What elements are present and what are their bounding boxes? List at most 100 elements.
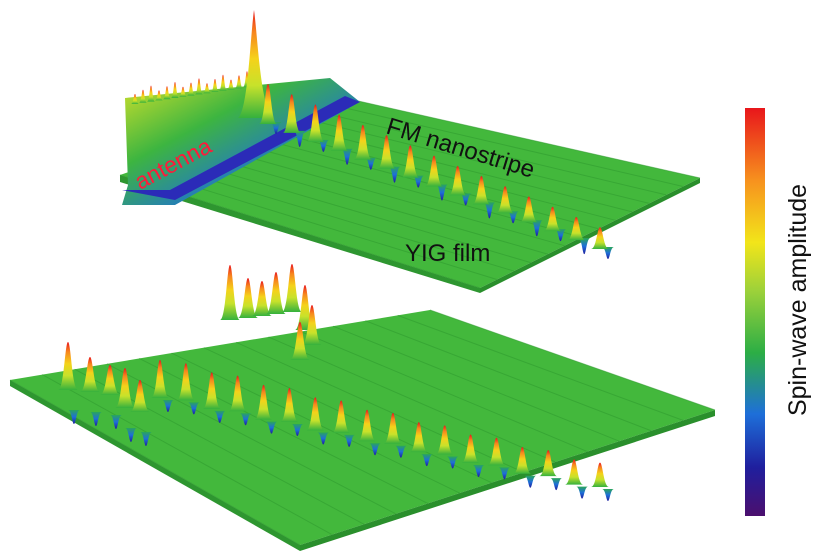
train-peak	[151, 360, 169, 398]
train-peak	[591, 462, 609, 487]
nanostripe-trough	[293, 130, 306, 147]
cluster-peak	[302, 305, 322, 345]
nanostripe-peak	[353, 124, 372, 160]
ripple-line	[268, 336, 556, 463]
train-trough	[239, 413, 252, 426]
nanostripe-peak	[591, 227, 609, 249]
train-trough	[550, 478, 563, 491]
ripple-line	[42, 374, 333, 536]
ripple-line	[235, 341, 524, 473]
nanostripe-peaks-bottom	[58, 264, 614, 501]
cluster-peak	[266, 272, 286, 314]
nanostripe-trough	[412, 175, 425, 188]
train-trough	[291, 424, 304, 437]
colorbar: Spin-wave amplitude	[745, 108, 812, 516]
antenna-ripple-peak	[131, 94, 139, 104]
antenna-ripple-peak	[227, 79, 235, 90]
edge-trough	[68, 410, 80, 424]
train-peak	[409, 422, 428, 453]
train-trough	[265, 421, 278, 434]
antenna-ripple-peak	[235, 75, 243, 89]
antenna-ripple-peak	[171, 82, 179, 98]
ripple-line	[292, 115, 650, 204]
ripple-line	[206, 144, 565, 247]
train-trough	[394, 445, 407, 458]
nanostripe-trough	[436, 184, 448, 201]
train-trough	[602, 489, 614, 501]
train-trough	[420, 454, 433, 467]
ripple-line	[332, 325, 620, 442]
cluster-peak	[220, 265, 240, 320]
train-trough	[343, 434, 356, 447]
ripple-line	[9, 379, 301, 546]
colorbar-gradient	[745, 108, 765, 516]
train-peak	[332, 400, 351, 433]
cluster-peak	[238, 278, 258, 318]
train-trough	[317, 432, 330, 445]
nanostripe-trough	[507, 211, 520, 224]
nanostripe-peak	[543, 206, 562, 232]
nanostripe-peak	[425, 155, 443, 187]
train-trough	[369, 443, 382, 456]
nanostripe-trough	[602, 247, 614, 259]
ripple-line	[203, 347, 492, 484]
nanostripe-peak	[282, 94, 301, 133]
antenna-ripple-peak	[155, 90, 163, 101]
antenna-ripple-peak	[203, 83, 211, 94]
edge-peak	[58, 342, 78, 390]
train-peak	[176, 363, 195, 401]
antenna-ripple-peak	[147, 85, 155, 102]
train-trough	[576, 486, 589, 499]
train-peak	[539, 450, 558, 477]
top-panel: antenna FM nanostripe YIG film	[119, 10, 701, 293]
ripple-line	[300, 331, 588, 452]
train-trough	[213, 410, 226, 423]
nanostripe-trough	[317, 139, 330, 152]
train-peak	[202, 372, 221, 409]
nanostripe-peak	[259, 84, 277, 124]
train-trough	[472, 464, 485, 477]
nanostripe-trough	[483, 202, 496, 219]
antenna-ridge	[122, 78, 360, 205]
antenna-ripple-peak	[139, 89, 147, 103]
edge-peak	[80, 357, 100, 392]
antenna-ripple-peak	[187, 82, 195, 96]
edge-trough	[90, 412, 102, 426]
ripple-line	[189, 150, 548, 255]
nanostripe-peak	[330, 114, 349, 151]
ripple-line	[344, 97, 701, 179]
edge-trough	[125, 428, 137, 442]
ripple-line	[397, 314, 684, 421]
edge-trough	[110, 415, 122, 429]
cluster-peak	[290, 322, 310, 360]
train-peak	[228, 375, 247, 412]
ripple-line	[365, 320, 652, 432]
edge-peak	[100, 365, 120, 395]
nanostripe-trough	[341, 148, 354, 165]
train-peak	[280, 388, 299, 423]
train-peak	[435, 425, 454, 455]
yig-film-edge	[120, 175, 480, 293]
train-peak	[358, 409, 377, 442]
nanostripe-trough	[530, 220, 543, 237]
nanostripe-peak	[448, 165, 467, 196]
nanostripe-peak	[306, 104, 325, 142]
train-peak	[254, 384, 273, 420]
nanostripe-peaks	[259, 84, 614, 259]
nanostripe-peak	[567, 216, 586, 241]
nanostripe-peak	[496, 186, 515, 214]
train-peak	[306, 397, 325, 431]
nanostripe-trough	[388, 166, 401, 183]
nanostripe-peak	[472, 176, 491, 205]
train-trough	[498, 467, 511, 480]
antenna-ripples	[131, 71, 259, 104]
nanostripe-trough	[578, 238, 591, 255]
antenna-ripple-peak	[179, 86, 187, 97]
nanostripe-trough	[554, 229, 567, 242]
edge-peak	[130, 380, 150, 412]
nanostripe-peak	[401, 145, 420, 178]
ripple-line	[327, 103, 684, 187]
nanostripe-peak	[377, 135, 396, 169]
nanostripe-trough	[459, 193, 472, 206]
